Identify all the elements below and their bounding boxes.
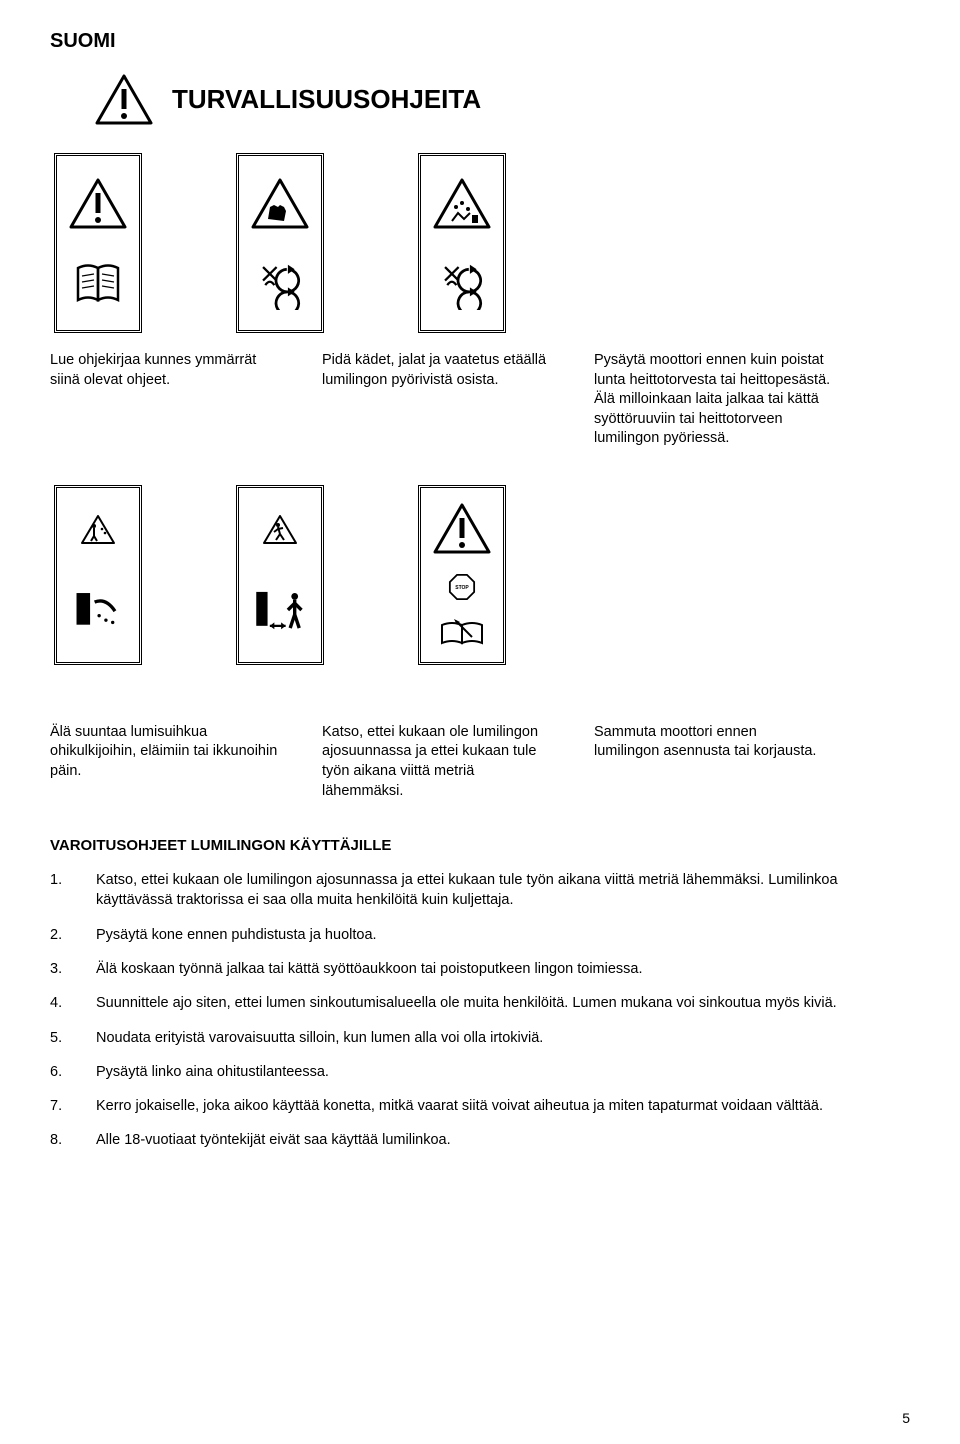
item-number: 5. bbox=[50, 1028, 96, 1048]
item-text: Noudata erityistä varovaisuutta silloin,… bbox=[96, 1028, 543, 1048]
item-number: 1. bbox=[50, 870, 96, 911]
person-thrown-icon bbox=[80, 514, 116, 545]
safety-sign-stop-engine bbox=[418, 153, 506, 333]
item-text: Pysäytä kone ennen puhdistusta ja huolto… bbox=[96, 925, 377, 945]
sign-row-1 bbox=[54, 153, 910, 333]
no-hand-rotating-icon bbox=[436, 258, 488, 310]
list-item: 5.Noudata erityistä varovaisuutta silloi… bbox=[50, 1028, 910, 1048]
list-item: 7.Kerro jokaiselle, joka aikoo käyttää k… bbox=[50, 1096, 910, 1116]
list-item: 3.Älä koskaan työnnä jalkaa tai kättä sy… bbox=[50, 959, 910, 979]
safety-sign-read-manual bbox=[54, 153, 142, 333]
caption-1-1: Lue ohjekirjaa kunnes ymmärrät siinä ole… bbox=[50, 351, 282, 449]
safety-sign-aim bbox=[54, 485, 142, 665]
item-number: 4. bbox=[50, 993, 96, 1013]
caption-1-3: Pysäytä moottori ennen kuin poistat lunt… bbox=[594, 351, 849, 449]
instructions-list: 1.Katso, ettei kukaan ole lumilingon ajo… bbox=[50, 870, 910, 1151]
list-item: 6.Pysäytä linko aina ohitustilanteessa. bbox=[50, 1062, 910, 1082]
item-number: 2. bbox=[50, 925, 96, 945]
hand-hazard-icon bbox=[250, 177, 310, 229]
item-text: Suunnittele ajo siten, ettei lumen sinko… bbox=[96, 993, 837, 1013]
page-title: TURVALLISUUSOHJEITA bbox=[172, 84, 481, 115]
item-number: 6. bbox=[50, 1062, 96, 1082]
safety-sign-rotating-parts bbox=[236, 153, 324, 333]
warning-triangle-icon bbox=[94, 73, 154, 125]
keep-distance-icon bbox=[254, 584, 306, 636]
thrown-objects-icon bbox=[432, 177, 492, 229]
warning-triangle-icon bbox=[68, 177, 128, 229]
running-person-icon bbox=[262, 514, 298, 545]
manual-reference-icon bbox=[436, 619, 488, 647]
list-item: 4.Suunnittele ajo siten, ettei lumen sin… bbox=[50, 993, 910, 1013]
no-hand-rotating-icon bbox=[254, 258, 306, 310]
header-label: SUOMI bbox=[50, 30, 910, 53]
instructions-heading: VAROITUSOHJEET LUMILINGON KÄYTTÄJILLE bbox=[50, 837, 910, 854]
list-item: 8.Alle 18-vuotiaat työntekijät eivät saa… bbox=[50, 1130, 910, 1150]
item-text: Kerro jokaiselle, joka aikoo käyttää kon… bbox=[96, 1096, 823, 1116]
chute-throw-icon bbox=[72, 584, 124, 636]
item-text: Katso, ettei kukaan ole lumilingon ajosu… bbox=[96, 870, 910, 911]
book-icon bbox=[72, 258, 124, 310]
caption-row-1: Lue ohjekirjaa kunnes ymmärrät siinä ole… bbox=[50, 351, 910, 449]
item-text: Alle 18-vuotiaat työntekijät eivät saa k… bbox=[96, 1130, 451, 1150]
caption-row-2: Älä suuntaa lumisuihkua ohikulkijoihin, … bbox=[50, 723, 910, 801]
safety-sign-bystanders bbox=[236, 485, 324, 665]
caption-2-1: Älä suuntaa lumisuihkua ohikulkijoihin, … bbox=[50, 723, 282, 801]
list-item: 2.Pysäytä kone ennen puhdistusta ja huol… bbox=[50, 925, 910, 945]
title-row: TURVALLISUUSOHJEITA bbox=[94, 73, 910, 125]
item-number: 3. bbox=[50, 959, 96, 979]
caption-1-2: Pidä kädet, jalat ja vaatetus etäällä lu… bbox=[322, 351, 554, 449]
item-number: 7. bbox=[50, 1096, 96, 1116]
page-number: 5 bbox=[902, 1410, 910, 1426]
item-number: 8. bbox=[50, 1130, 96, 1150]
caption-2-2: Katso, ettei kukaan ole lumilingon ajosu… bbox=[322, 723, 554, 801]
warning-triangle-icon bbox=[432, 502, 492, 554]
caption-2-3: Sammuta moottori ennen lumilingon asennu… bbox=[594, 723, 826, 801]
item-text: Älä koskaan työnnä jalkaa tai kättä syöt… bbox=[96, 959, 643, 979]
item-text: Pysäytä linko aina ohitustilanteessa. bbox=[96, 1062, 329, 1082]
sign-row-2 bbox=[54, 485, 910, 665]
stop-icon bbox=[439, 572, 485, 602]
list-item: 1.Katso, ettei kukaan ole lumilingon ajo… bbox=[50, 870, 910, 911]
safety-sign-stop-service bbox=[418, 485, 506, 665]
